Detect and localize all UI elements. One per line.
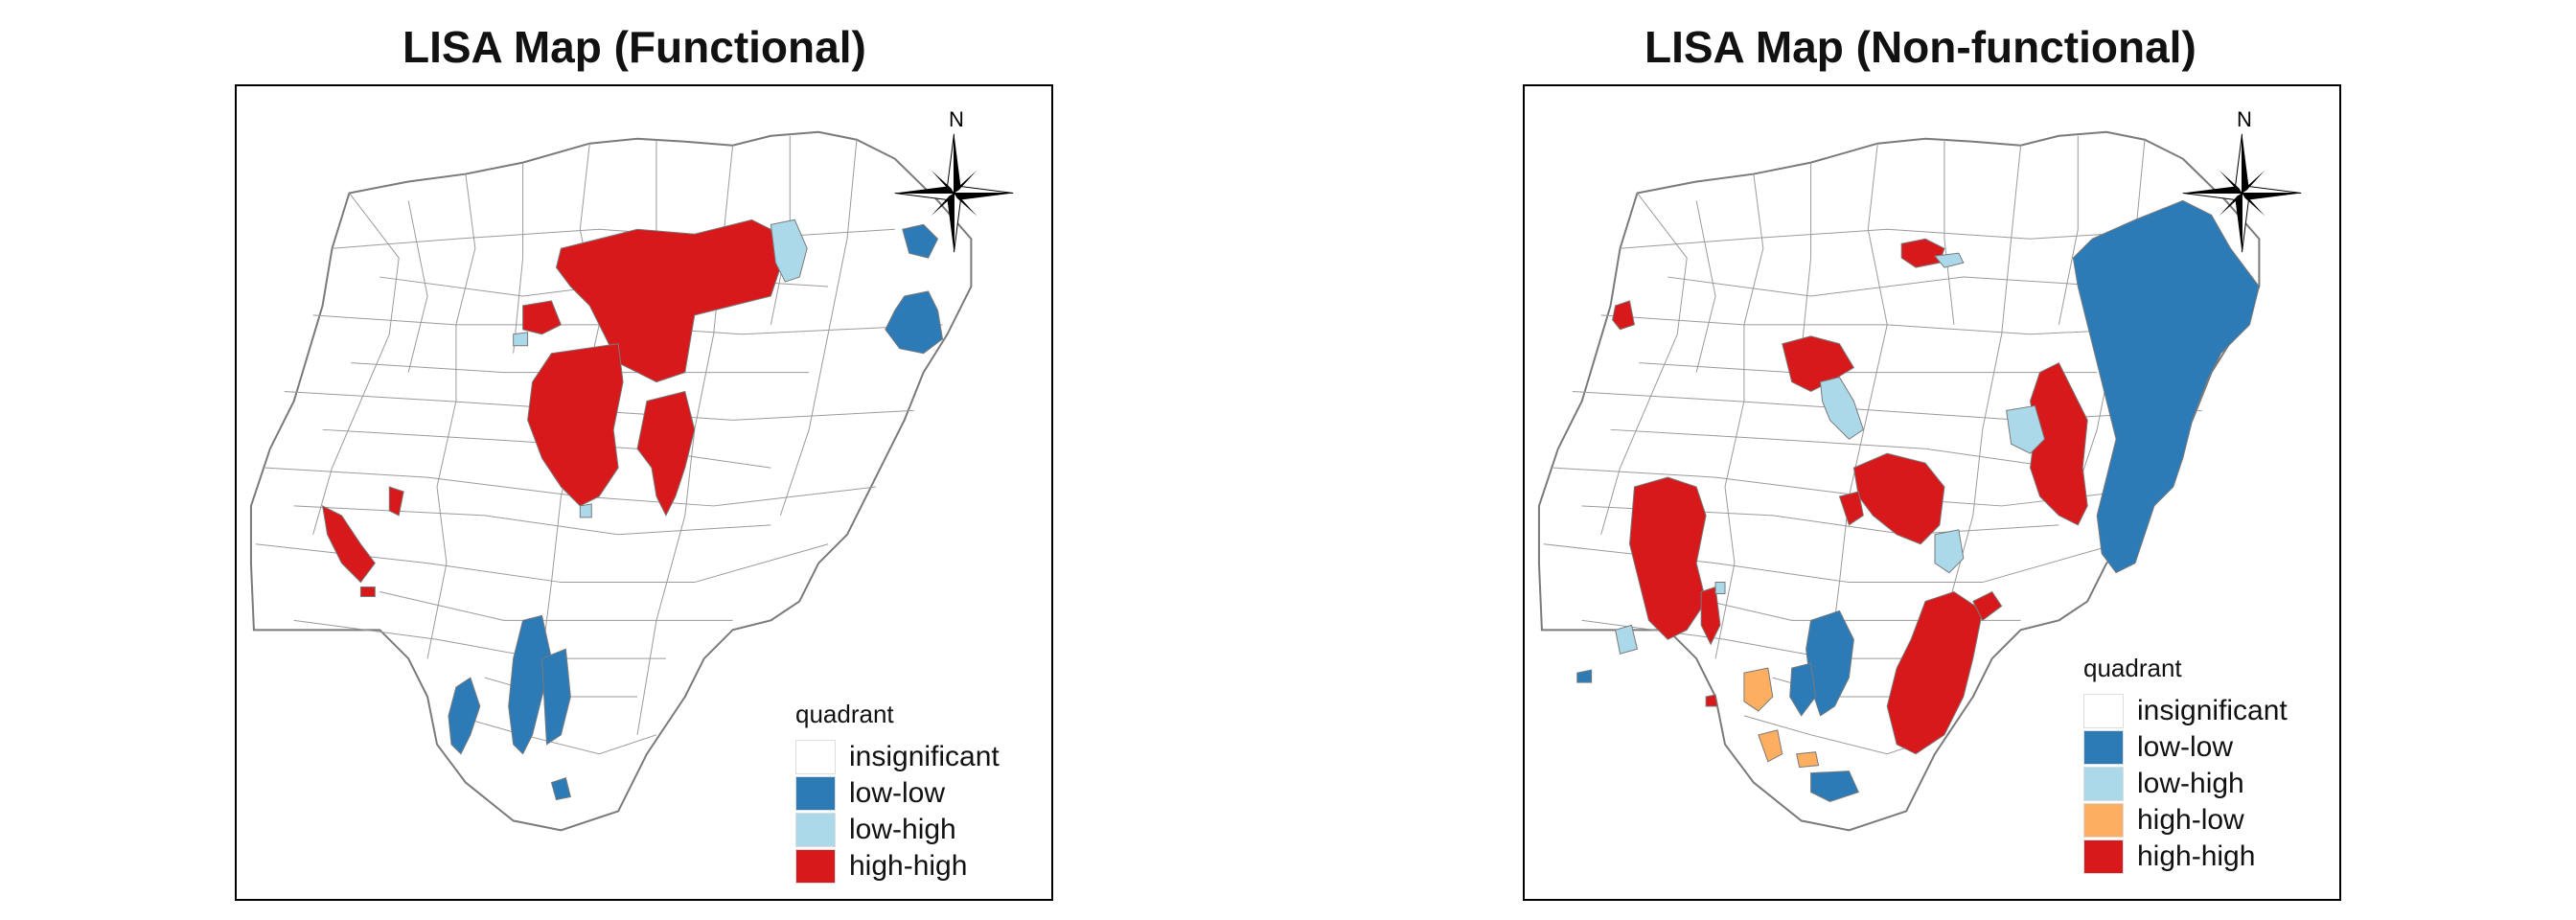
legend-non-functional: quadrant insignificant low-low low-high … xyxy=(2083,654,2288,875)
legend-swatch xyxy=(795,740,836,774)
cluster-high-low xyxy=(1743,667,1820,769)
legend-label: low-high xyxy=(2137,768,2244,799)
cluster-low-low xyxy=(448,223,944,801)
cluster-low-low xyxy=(1576,199,2260,803)
legend-swatch xyxy=(2083,767,2124,801)
cluster-high-high xyxy=(1612,238,2088,755)
legend-swatch xyxy=(2083,840,2124,874)
map-functional xyxy=(249,130,1014,832)
north-arrow xyxy=(894,133,1014,253)
panel-title-non-functional: LISA Map (Non-functional) xyxy=(1644,22,2196,72)
legend-title: quadrant xyxy=(795,700,894,728)
north-arrow xyxy=(2182,133,2302,253)
legend-label: high-high xyxy=(849,850,968,882)
legend-item: insignificant xyxy=(795,739,1000,775)
cluster-high-high xyxy=(321,218,781,597)
legend-functional: quadrant insignificant low-low low-high … xyxy=(795,700,1000,885)
cluster-low-high xyxy=(513,218,808,518)
legend-item: high-low xyxy=(2083,802,2288,839)
country-outline xyxy=(249,130,973,832)
legend-swatch xyxy=(2083,694,2124,728)
legend-label: high-high xyxy=(2137,840,2256,872)
legend-label: insignificant xyxy=(849,741,1000,772)
legend-item: high-high xyxy=(795,848,1000,885)
legend-swatch xyxy=(795,776,836,811)
legend-swatch xyxy=(2083,803,2124,838)
legend-label: low-low xyxy=(2137,731,2234,763)
legend-swatch xyxy=(795,813,836,847)
panel-title-functional: LISA Map (Functional) xyxy=(402,22,866,72)
legend-swatch xyxy=(795,849,836,884)
legend-item: low-high xyxy=(795,812,1000,848)
cluster-low-high xyxy=(1614,252,2046,655)
legend-label: insignificant xyxy=(2137,695,2288,726)
legend-item: low-low xyxy=(2083,729,2288,766)
legend-item: high-high xyxy=(2083,839,2288,875)
legend-item: insignificant xyxy=(2083,693,2288,729)
legend-item: low-low xyxy=(795,775,1000,812)
legend-item: low-high xyxy=(2083,766,2288,802)
legend-swatch xyxy=(2083,730,2124,765)
map-frame-non-functional: N quadrant insignificant low-low low-hig… xyxy=(1523,84,2341,901)
north-label: N xyxy=(2237,107,2252,131)
legend-title: quadrant xyxy=(2083,654,2182,682)
legend-label: low-high xyxy=(849,814,956,845)
map-frame-functional: N quadrant insignificant low-low low-hig… xyxy=(235,84,1053,901)
map-non-functional xyxy=(1537,130,2302,832)
legend-label: high-low xyxy=(2137,804,2244,836)
north-label: N xyxy=(949,107,964,131)
legend-label: low-low xyxy=(849,777,946,809)
